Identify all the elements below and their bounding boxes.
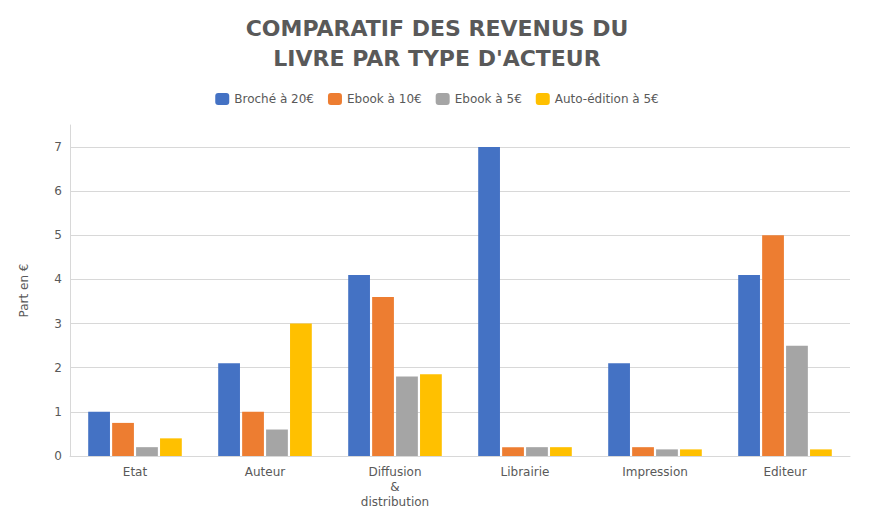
svg-text:4: 4 (54, 272, 62, 286)
svg-text:Broché à 20€: Broché à 20€ (234, 92, 314, 106)
svg-text:Ebook à 10€: Ebook à 10€ (347, 92, 422, 106)
svg-text:Diffusion: Diffusion (369, 465, 422, 479)
svg-text:Impression: Impression (622, 465, 688, 479)
svg-text:LIVRE PAR TYPE D'ACTEUR: LIVRE PAR TYPE D'ACTEUR (273, 46, 600, 71)
svg-text:2: 2 (54, 361, 62, 375)
svg-text:Etat: Etat (123, 465, 148, 479)
svg-text:5: 5 (54, 228, 62, 242)
svg-text:Part en €: Part en € (17, 264, 31, 318)
svg-text:distribution: distribution (361, 495, 429, 509)
svg-text:0: 0 (54, 449, 62, 463)
svg-text:6: 6 (54, 184, 62, 198)
svg-text:Auteur: Auteur (245, 465, 286, 479)
svg-text:Auto-édition à 5€: Auto-édition à 5€ (555, 92, 659, 106)
svg-text:COMPARATIF DES REVENUS DU: COMPARATIF DES REVENUS DU (246, 16, 629, 41)
svg-text:3: 3 (54, 317, 62, 331)
svg-text:7: 7 (54, 140, 62, 154)
svg-text:Editeur: Editeur (763, 465, 806, 479)
svg-text:1: 1 (54, 405, 62, 419)
svg-text:&: & (390, 480, 399, 494)
svg-text:Librairie: Librairie (501, 465, 550, 479)
svg-text:Ebook à 5€: Ebook à 5€ (455, 92, 522, 106)
